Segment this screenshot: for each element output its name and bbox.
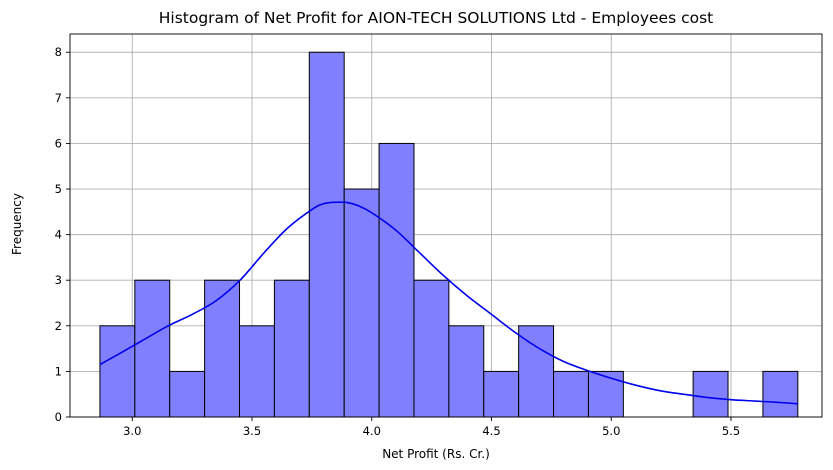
histogram-bar	[343, 188, 380, 418]
kde-density-line	[99, 201, 799, 405]
y-tick-label: 1	[55, 364, 62, 378]
y-tick-label: 2	[55, 319, 62, 333]
y-tick-label: 3	[55, 273, 62, 287]
histogram-bar	[762, 370, 799, 418]
grid	[70, 34, 822, 418]
y-tick-label: 6	[55, 136, 62, 150]
histogram-bar	[308, 51, 345, 418]
x-axis-label: Net Profit (Rs. Cr.)	[382, 447, 490, 461]
y-tick-label: 7	[55, 91, 62, 105]
histogram-bar	[587, 370, 624, 418]
x-tick-label: 5.5	[722, 424, 740, 438]
chart-title: Histogram of Net Profit for AION-TECH SO…	[159, 9, 714, 27]
y-tick-label: 4	[55, 228, 62, 242]
x-tick-label: 3.5	[243, 424, 261, 438]
y-axis-ticks: 0 1 2 3 4 5 6 7 8	[55, 45, 70, 424]
histogram-bar	[518, 325, 555, 418]
histogram-bars	[99, 51, 799, 418]
histogram-bar	[204, 279, 241, 418]
x-tick-label: 4.0	[363, 424, 381, 438]
y-tick-label: 5	[55, 182, 62, 196]
histogram-bar	[239, 325, 275, 418]
histogram-bar	[553, 370, 589, 418]
y-tick-label: 0	[55, 410, 62, 424]
x-axis-ticks: 3.0 3.5 4.0 4.5 5.0 5.5	[123, 417, 740, 438]
histogram-bar	[169, 370, 206, 418]
histogram-bar	[273, 279, 310, 418]
histogram-bar	[413, 279, 450, 418]
histogram-bar	[692, 370, 729, 418]
plot-frame	[69, 33, 823, 418]
histogram-bar	[99, 325, 136, 418]
histogram-bar	[134, 279, 171, 418]
y-axis-label: Frequency	[10, 193, 24, 255]
x-tick-label: 3.0	[123, 424, 141, 438]
x-tick-label: 5.0	[602, 424, 620, 438]
histogram-bar	[378, 142, 415, 418]
histogram-bar	[483, 370, 520, 418]
x-tick-label: 4.5	[482, 424, 500, 438]
y-tick-label: 8	[55, 45, 62, 59]
histogram-bar	[448, 325, 485, 418]
